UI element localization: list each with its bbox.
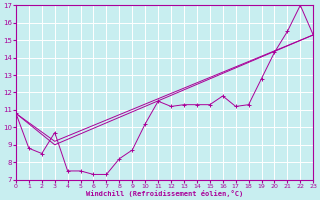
X-axis label: Windchill (Refroidissement éolien,°C): Windchill (Refroidissement éolien,°C) xyxy=(86,190,243,197)
